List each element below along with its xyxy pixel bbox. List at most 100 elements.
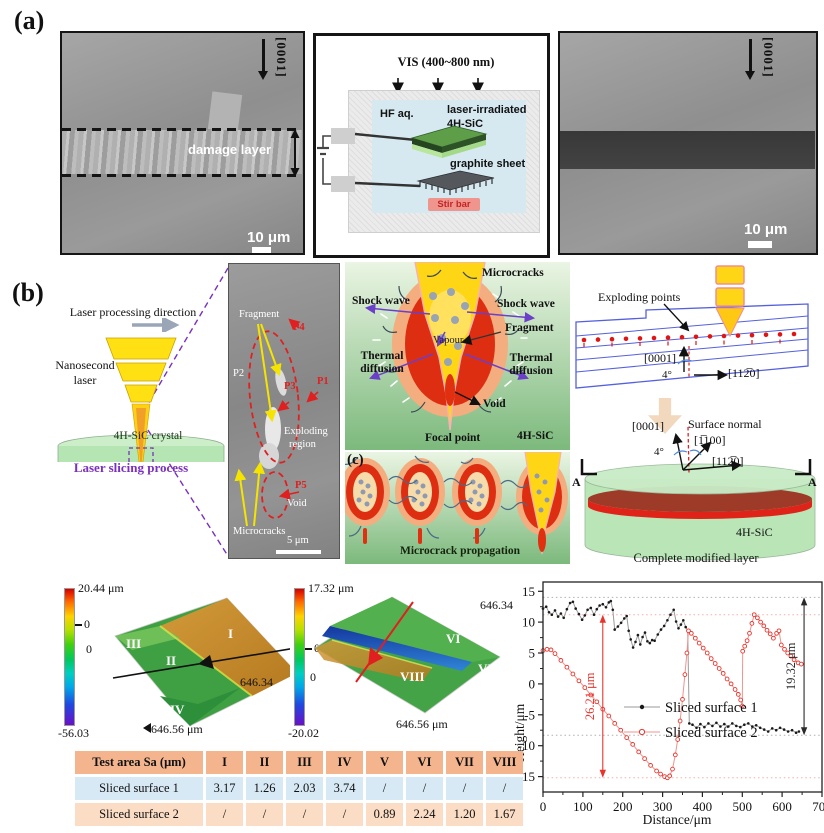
p5-label: P5 — [295, 480, 307, 491]
region-label: VIII — [400, 669, 425, 684]
table-cell: / — [486, 777, 523, 800]
damage-band-top-dash — [62, 128, 302, 131]
region-label: VI — [446, 631, 461, 646]
colorbar-zero-tick — [75, 624, 82, 626]
y-extent-label: 646.56 μm — [151, 722, 203, 736]
svg-text:5: 5 — [529, 646, 536, 661]
propagation-caption: Microcrack propagation — [400, 545, 520, 557]
nanosecond-laser-label-1: Nanosecond — [55, 358, 115, 372]
graphite-label: graphite sheet — [450, 158, 526, 170]
sliced-gap-band — [560, 131, 815, 169]
hf-label: HF aq. — [380, 108, 414, 120]
panel-b-label: (b) — [12, 278, 44, 307]
hf-solution — [372, 100, 526, 213]
svg-text:Sliced surface 1: Sliced surface 1 — [665, 700, 758, 716]
table-header-row: Test area Sa (μm) I II III IV V VI VII V… — [75, 751, 523, 774]
y-extent-label: 646.56 μm — [396, 717, 448, 731]
table-cell: 3.74 — [326, 777, 363, 800]
colorbar-zero-label: 0 — [84, 617, 90, 631]
x-extent-label: 646.34 — [480, 598, 513, 612]
x-extent-label: 646.34 — [240, 675, 273, 689]
c-axis-label: [0001] — [761, 37, 776, 78]
explosion-graphic — [345, 262, 570, 450]
microcracks-label: Microcracks — [233, 526, 286, 537]
chart-ylabel: Height/μm — [512, 703, 527, 762]
z-origin-label: 0 — [310, 670, 316, 684]
c-axis-arrow-icon — [745, 39, 754, 80]
colorbar — [294, 588, 305, 726]
c-axis-label: [0001] — [274, 37, 289, 78]
table-cell: / — [246, 803, 283, 826]
microcrack-propagation-schematic: (c) Microcrack propagation — [345, 452, 570, 564]
table-cell: / — [326, 803, 363, 826]
propagation-graphic — [345, 452, 570, 564]
points-diagram-graphic — [575, 265, 809, 389]
modified-layer-diagram: [0001] Surface normal [1̅100] 4° [112̅0]… — [568, 415, 824, 573]
region-label: IV — [170, 702, 185, 717]
section-a-right-label: A — [808, 475, 817, 489]
offcut-angle-label: 4° — [654, 446, 664, 458]
sa-table-grid: Test area Sa (μm) I II III IV V VI VII V… — [72, 748, 526, 829]
table-cell: / — [206, 803, 243, 826]
surface-graphic — [112, 597, 290, 727]
processing-direction-label: Laser processing direction — [69, 305, 197, 319]
stir-bar-label: Stir bar — [437, 199, 471, 210]
surface-normal-label: Surface normal — [688, 417, 762, 431]
scalebar-label: 10 μm — [247, 229, 291, 246]
microcracks-label: Microcracks — [482, 267, 544, 279]
nanosecond-laser-label-2: laser — [73, 373, 97, 387]
table-cell: / — [366, 777, 403, 800]
svg-text:Sliced surface 2: Sliced surface 2 — [665, 725, 758, 741]
table-cell: / — [446, 777, 483, 800]
p2-label: P2 — [233, 368, 245, 379]
offcut-angle-label: 4° — [662, 369, 672, 381]
svg-text:200: 200 — [613, 799, 633, 814]
table-header-cell: Test area Sa (μm) — [75, 751, 203, 774]
damage-thickness-arrow-icon — [290, 129, 300, 177]
table-cell: 1.26 — [246, 777, 283, 800]
row-label: Sliced surface 1 — [75, 777, 203, 800]
table-header-cell: VII — [446, 751, 483, 774]
exploding-region-label-2: region — [289, 439, 316, 450]
table-cell: 2.24 — [406, 803, 443, 826]
p3-label: P3 — [284, 381, 296, 392]
svg-text:400: 400 — [693, 799, 713, 814]
modified-layer-graphic — [580, 426, 816, 561]
stir-bar — [428, 198, 480, 211]
svg-text:10: 10 — [522, 615, 535, 630]
damage-layer-label: damage layer — [188, 142, 272, 157]
svg-text:26.21 μm: 26.21 μm — [583, 672, 597, 720]
sem-annotations-graphic — [234, 318, 321, 554]
svg-text:0: 0 — [529, 676, 536, 691]
surface-map-2: 17.32 μm 0 -20.02 V VI VII VIII 646.34 0… — [286, 576, 520, 748]
laser-slicing-diagram: Laser processing direction — [28, 280, 228, 485]
sem-protrusion — [207, 91, 243, 133]
direction-arrow-icon — [132, 318, 180, 332]
scalebar — [748, 241, 772, 248]
void-label: Void — [287, 498, 307, 509]
colorbar-zero-tick — [305, 648, 312, 650]
damage-band-bottom-dash — [62, 174, 302, 177]
circuit-graphic — [317, 128, 421, 192]
vis-light-label: VIS (400~800 nm) — [397, 55, 495, 69]
svg-text:600: 600 — [772, 799, 792, 814]
material-label: 4H-SiC — [736, 525, 773, 539]
surface-graphic — [314, 596, 501, 714]
svg-text:15: 15 — [522, 584, 535, 599]
c-axis-label: [0001] — [632, 419, 664, 433]
sample-label-1: laser-irradiated — [447, 104, 527, 116]
table-header-cell: IV — [326, 751, 363, 774]
shock-wave-left-label: Shock wave — [352, 295, 410, 307]
sa-table: Test area Sa (μm) I II III IV V VI VII V… — [72, 748, 526, 829]
region-label: V — [486, 616, 496, 631]
svg-text:19.32 μm: 19.32 μm — [784, 642, 798, 690]
table-header-cell: V — [366, 751, 403, 774]
table-cell: 2.03 — [286, 777, 323, 800]
svg-text:300: 300 — [653, 799, 673, 814]
sic-sample-graphic — [410, 125, 488, 158]
region-label: III — [126, 636, 142, 651]
table-cell: / — [406, 777, 443, 800]
graphite-sheet-graphic — [416, 170, 495, 195]
